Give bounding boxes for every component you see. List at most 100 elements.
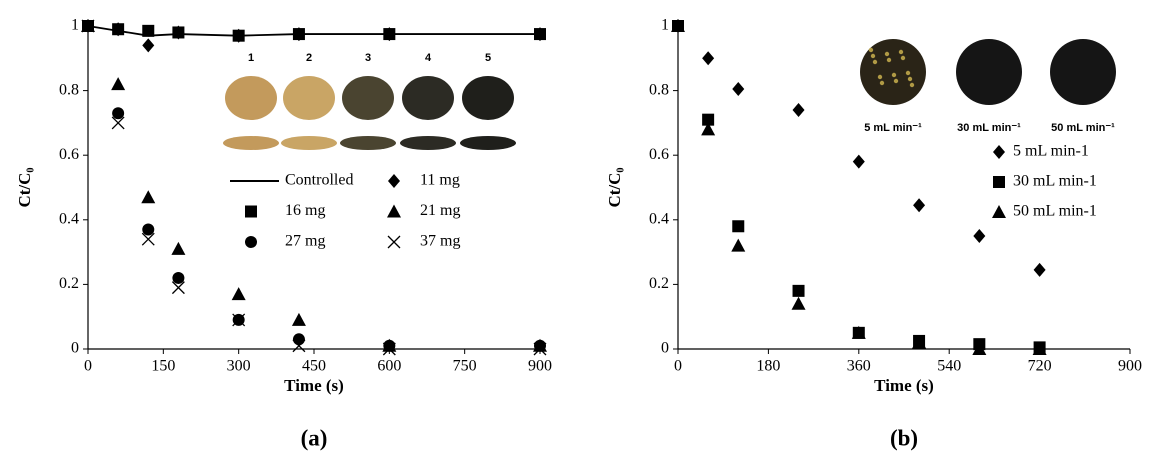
x-tick-label: 0 — [84, 358, 92, 375]
data-point — [292, 28, 305, 41]
data-point — [142, 38, 155, 53]
y-tick-label: 0 — [661, 340, 669, 357]
pellet-photo — [462, 76, 514, 120]
photo-speck — [907, 76, 913, 82]
data-point — [972, 342, 987, 355]
x-tick-label: 360 — [847, 358, 871, 375]
data-point — [702, 113, 715, 126]
data-point — [112, 107, 125, 120]
photo-speck — [886, 57, 892, 63]
photo-speck — [884, 51, 890, 57]
inset-label: 5 mL min⁻¹ — [864, 122, 922, 134]
data-point — [382, 342, 396, 356]
x-tick-label: 180 — [756, 358, 780, 375]
inset-label: 4 — [425, 52, 432, 64]
filter-photo — [956, 39, 1022, 105]
y-tick-label: 0.6 — [59, 146, 79, 163]
legend-marker — [245, 205, 257, 218]
data-point — [172, 271, 185, 284]
x-tick-label: 0 — [674, 358, 682, 375]
data-point — [791, 296, 806, 310]
y-tick-label: 1 — [71, 17, 79, 34]
data-point — [111, 77, 126, 91]
filter-photo — [1050, 39, 1116, 105]
y-tick-label: 1 — [661, 17, 669, 34]
x-tick-label: 750 — [453, 358, 477, 375]
y-tick-label: 0.8 — [59, 81, 79, 98]
photo-speck — [898, 49, 904, 55]
photo-speck — [877, 74, 883, 80]
pellet-side-photo — [460, 136, 516, 150]
pellet-side-photo — [281, 136, 337, 150]
data-point — [232, 313, 246, 327]
legend-label: 21 mg — [420, 202, 460, 219]
panel-label: (b) — [890, 425, 918, 450]
x-tick-label: 540 — [937, 358, 961, 375]
pellet-photo — [225, 76, 277, 120]
photo-speck — [900, 55, 906, 61]
pellet-side-photo — [340, 136, 396, 150]
data-point — [702, 51, 715, 66]
x-tick-label: 900 — [1118, 358, 1142, 375]
data-point — [792, 284, 805, 297]
legend-marker — [993, 145, 1005, 159]
data-point — [383, 339, 396, 352]
x-axis-title: Time (s) — [284, 376, 344, 395]
legend-marker — [993, 176, 1005, 188]
data-point — [1032, 342, 1047, 355]
data-point — [141, 190, 156, 204]
data-point — [142, 223, 155, 236]
legend-label: Controlled — [285, 172, 353, 189]
photo-speck — [872, 59, 878, 65]
photo-speck — [891, 72, 897, 78]
legend-label: 27 mg — [285, 233, 325, 250]
inset-label: 3 — [365, 52, 371, 64]
panel-label: (a) — [301, 425, 328, 450]
data-point — [171, 241, 186, 255]
data-point — [852, 154, 865, 169]
x-tick-label: 720 — [1028, 358, 1052, 375]
legend-marker — [387, 204, 401, 218]
y-tick-label: 0.6 — [649, 146, 669, 163]
x-tick-label: 450 — [302, 358, 326, 375]
inset-label: 2 — [306, 52, 312, 64]
y-tick-label: 0 — [71, 340, 79, 357]
data-point — [112, 23, 125, 36]
inset-label: 50 mL min⁻¹ — [1051, 122, 1115, 134]
pellet-side-photo — [400, 136, 456, 150]
data-point — [172, 26, 185, 39]
data-point — [732, 81, 745, 96]
data-point — [792, 102, 805, 117]
x-tick-label: 900 — [528, 358, 552, 375]
data-point — [383, 28, 396, 41]
inset-label: 30 mL min⁻¹ — [957, 122, 1021, 134]
legend-label: 37 mg — [420, 233, 460, 250]
x-axis-title: Time (s) — [874, 376, 934, 395]
data-point — [913, 198, 926, 213]
data-point — [142, 24, 155, 37]
photo-speck — [868, 47, 874, 53]
y-tick-label: 0.2 — [649, 275, 669, 292]
data-point — [973, 228, 986, 243]
data-point — [141, 232, 155, 246]
data-point — [851, 325, 866, 339]
legend-marker — [245, 236, 257, 248]
y-axis-title: Ct/C₀ — [15, 167, 34, 207]
y-tick-label: 0.8 — [649, 81, 669, 98]
photo-speck — [879, 80, 885, 86]
legend-label: 11 mg — [420, 172, 460, 189]
data-point — [231, 287, 246, 301]
data-point — [232, 29, 245, 42]
x-tick-label: 150 — [151, 358, 175, 375]
data-point — [292, 333, 305, 346]
photo-speck — [905, 70, 911, 76]
y-tick-label: 0.4 — [59, 210, 79, 227]
legend-label: 30 mL min-1 — [1013, 173, 1097, 190]
legend-label: 50 mL min-1 — [1013, 203, 1097, 220]
legend-marker — [387, 235, 401, 249]
data-point — [671, 19, 685, 32]
legend-marker — [992, 205, 1006, 218]
series-line — [87, 25, 540, 37]
legend-label: 5 mL min-1 — [1013, 143, 1089, 160]
